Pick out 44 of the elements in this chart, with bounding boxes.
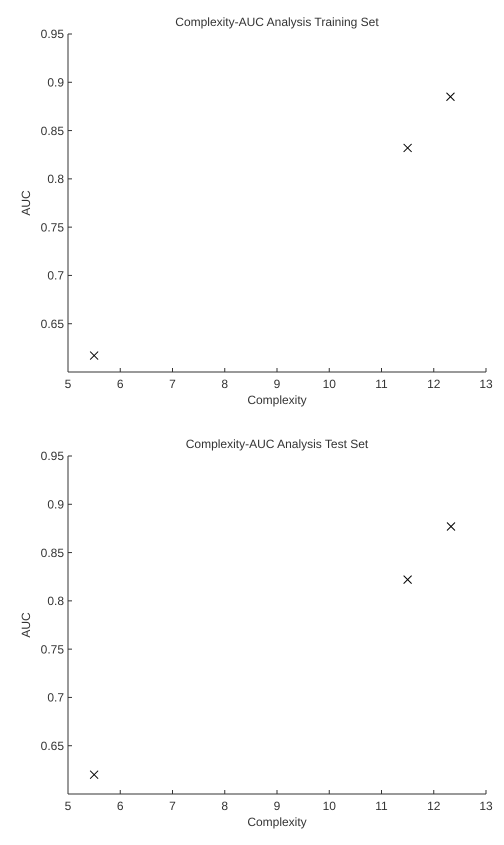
y-tick-label: 0.65 bbox=[40, 316, 64, 331]
y-tick-label: 0.75 bbox=[40, 220, 64, 234]
chart-title: Complexity-AUC Analysis Test Set bbox=[186, 437, 369, 451]
x-tick-label: 10 bbox=[322, 377, 336, 391]
y-tick-label: 0.85 bbox=[40, 124, 64, 138]
point bbox=[446, 92, 455, 102]
x-tick-label: 11 bbox=[375, 799, 388, 813]
x-tick-label: 7 bbox=[169, 377, 176, 391]
y-tick-label: 0.95 bbox=[40, 27, 64, 42]
x-axis-title: Complexity bbox=[247, 393, 307, 407]
point bbox=[90, 770, 99, 780]
x-axis-title: Complexity bbox=[247, 815, 307, 829]
x-tick-label: 6 bbox=[116, 799, 124, 813]
x-tick-label: 7 bbox=[169, 799, 176, 813]
y-tick-label: 0.8 bbox=[47, 594, 64, 608]
y-tick-label: 0.95 bbox=[40, 449, 64, 464]
x-tick-label: 13 bbox=[479, 377, 493, 391]
y-tick-label: 0.9 bbox=[47, 75, 64, 90]
x-tick-label: 9 bbox=[274, 799, 281, 813]
point bbox=[90, 351, 99, 360]
point bbox=[403, 143, 412, 152]
y-tick-label: 0.7 bbox=[47, 268, 64, 283]
point bbox=[446, 522, 456, 531]
chart-title: Complexity-AUC Analysis Training Set bbox=[175, 15, 380, 29]
x-tick-label: 5 bbox=[64, 799, 72, 813]
x-tick-label: 6 bbox=[116, 377, 124, 391]
x-tick-label: 12 bbox=[427, 377, 441, 391]
point bbox=[403, 575, 412, 584]
y-tick-label: 0.7 bbox=[47, 690, 64, 705]
y-tick-label: 0.8 bbox=[47, 172, 64, 186]
x-tick-label: 8 bbox=[221, 377, 228, 391]
x-tick-label: 11 bbox=[375, 377, 388, 391]
x-tick-label: 5 bbox=[64, 377, 72, 391]
y-tick-label: 0.75 bbox=[40, 642, 64, 656]
x-tick-label: 8 bbox=[221, 799, 228, 813]
y-tick-label: 0.85 bbox=[40, 546, 64, 560]
y-axis-title: AUC bbox=[19, 612, 33, 638]
x-tick-label: 12 bbox=[427, 799, 441, 813]
y-tick-label: 0.65 bbox=[40, 738, 64, 753]
y-tick-label: 0.9 bbox=[47, 497, 64, 512]
x-tick-label: 10 bbox=[322, 799, 336, 813]
x-tick-label: 13 bbox=[479, 799, 493, 813]
y-axis-title: AUC bbox=[19, 190, 33, 216]
x-tick-label: 9 bbox=[274, 377, 281, 391]
